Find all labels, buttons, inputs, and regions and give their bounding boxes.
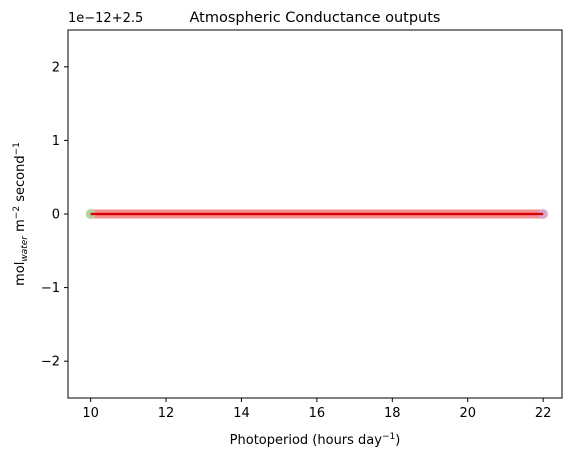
x-axis-label-suffix: ) xyxy=(395,433,400,448)
y-axis-offset-text: 1e−12+2.5 xyxy=(68,11,143,26)
y-axis-label-mid: m xyxy=(13,219,28,236)
x-tick-label: 14 xyxy=(233,406,250,421)
x-axis-label-sup: −1 xyxy=(382,432,395,442)
y-axis-label-sup2: −1 xyxy=(12,142,22,155)
x-axis-ticks: 10 12 14 16 18 20 22 xyxy=(82,398,551,421)
y-axis-label-mid2: second xyxy=(13,155,28,206)
plot-layer xyxy=(86,209,549,219)
y-tick-label: 0 xyxy=(52,208,60,223)
chart-title: Atmospheric Conductance outputs xyxy=(190,10,441,26)
y-axis-label-main: mol xyxy=(13,262,28,286)
x-tick-label: 12 xyxy=(158,406,175,421)
y-axis-ticks: −2 −1 0 1 2 xyxy=(41,60,68,369)
x-tick-label: 20 xyxy=(459,406,476,421)
y-tick-label: −2 xyxy=(41,355,60,370)
x-tick-label: 10 xyxy=(82,406,99,421)
y-axis-label-sup1: −2 xyxy=(12,206,22,219)
y-tick-label: 2 xyxy=(52,60,60,75)
y-axis-label: molwater m−2 second−1 xyxy=(12,142,30,286)
x-tick-label: 16 xyxy=(309,406,326,421)
x-axis-label-main: Photoperiod (hours day xyxy=(230,433,383,448)
x-tick-label: 22 xyxy=(535,406,552,421)
x-axis-label: Photoperiod (hours day−1) xyxy=(230,432,401,448)
y-tick-label: 1 xyxy=(52,134,60,149)
y-axis-label-sub: water xyxy=(20,235,30,262)
y-tick-label: −1 xyxy=(41,281,60,296)
x-tick-label: 18 xyxy=(384,406,401,421)
